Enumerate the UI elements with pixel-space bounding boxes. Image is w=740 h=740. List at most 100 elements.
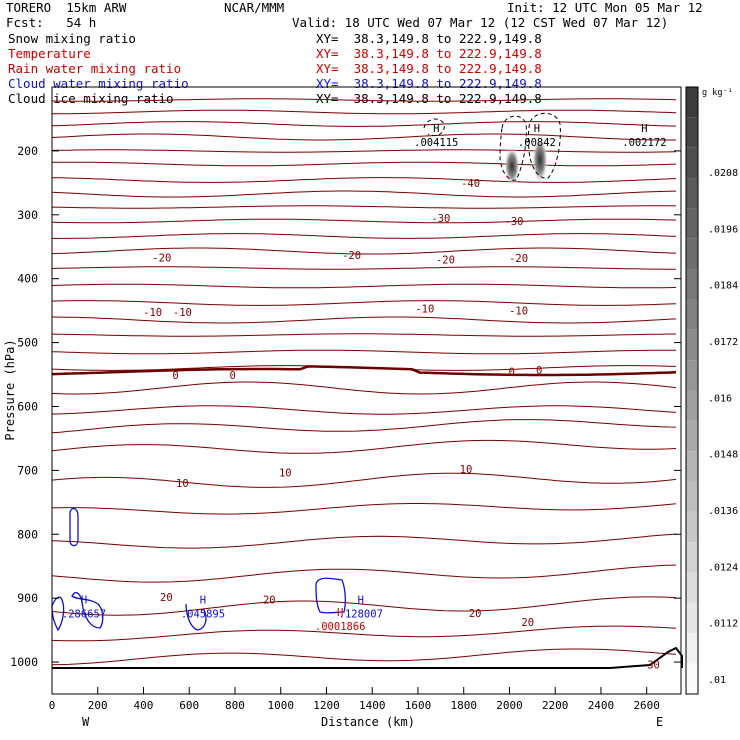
model-title: TORERO 15km ARW [6,0,127,15]
y-tick-label: 400 [17,272,38,286]
colorbar-tick-label: .0112 [708,619,738,630]
x-tick-label: 1600 [405,699,432,712]
temperature-contour-labels: -40 -30 -30 -20 -20 -20 -20 -10 -10 -10 -10 0 0 0 0 10 1… [143,178,660,672]
colorbar-tick-label: .0148 [708,450,738,461]
maximum-value: .002172 [622,137,666,149]
temperature-label: -10 [173,307,192,319]
isotherm-line [51,381,677,395]
x-tick-label: 1800 [450,699,477,712]
isotherm-line [51,596,677,616]
cloud-water-contours [51,507,346,632]
field-xy-cloud-ice: XY= 38.3,149.8 to 222.9,149.8 [316,91,542,106]
colorbar-swatch [686,269,698,300]
isotherm-line [51,205,677,209]
y-axis-title: Pressure (hPa) [3,339,17,440]
colorbar-swatch [686,208,698,239]
maximum-marker: H [641,123,647,135]
colorbar-frame [685,86,699,695]
isotherm-line [52,233,677,239]
colorbar-tick-label: .0136 [708,506,738,517]
temperature-label: -30 [505,216,524,228]
maximum-marker: H [358,595,364,607]
temperature-label: 10 [460,464,473,476]
x-tick-label: 1000 [267,699,294,712]
forecast-hour: Fcst: 54 h [6,15,97,30]
colorbar-swatch [686,117,698,148]
colorbar-swatch [686,390,698,421]
cloud-water-contour-600km [185,603,207,631]
isotherm-line [51,218,677,224]
temperature-label: -30 [431,213,450,225]
colorbar-swatch [686,511,698,543]
isotherm-line [51,419,677,434]
east-end-label: E [656,715,663,729]
temperature-label: -20 [509,253,528,265]
temperature-label: -10 [509,306,528,318]
isotherm-line [51,149,677,153]
temperature-label: -20 [152,253,171,265]
maximum-value: .00842 [518,137,556,149]
temperature-label: 0 [172,370,178,382]
x-tick-label: 0 [49,699,56,712]
maximum-value: .045895 [181,609,225,621]
colorbar-swatch [686,572,698,603]
isotherm-line [51,266,676,270]
colorbar: .0208 .0196 .0184 .0172 .016 .0148 .0136 .0124.… [685,86,738,695]
cloud-ice-contour-west [423,118,445,137]
isotherm-line [51,349,676,355]
plot-frame [51,86,682,695]
x-tick-label: 1200 [313,699,340,712]
isotherm-line [51,247,677,255]
field-xy-snow: XY= 38.3,149.8 to 222.9,149.8 [316,31,542,46]
colorbar-swatch [686,329,698,361]
maximum-marker: H [534,123,540,135]
temperature-label: 30 [647,660,660,672]
isotherm-line [51,98,677,102]
init-time: Init: 12 UTC Mon 05 Mar 12 [507,0,703,15]
isotherm-line [51,133,676,141]
snow-core-west [504,146,520,186]
isotherm-line [51,316,677,324]
cloud-ice-contours [423,112,561,181]
isotherm-line [51,333,676,337]
isotherm-line [51,283,677,289]
colorbar-swatch [686,178,698,209]
temperature-label: -20 [436,255,455,267]
y-tick-label: 300 [17,208,38,222]
isotherm-line [51,190,677,198]
field-name-snow: Snow mixing ratio [8,31,136,46]
colorbar-swatch [686,360,698,391]
field-xy-rain: XY= 38.3,149.8 to 222.9,149.8 [316,61,542,76]
field-name-temperature: Temperature [8,46,91,61]
temperature-isotherms [51,98,677,666]
cloud-ice-contour-east [527,112,561,179]
y-tick-label: 500 [17,336,38,350]
colorbar-swatch [686,238,698,270]
cloud-water-contour-west-2 [71,591,104,629]
cloud-water-contour-1300km [315,577,346,614]
field-name-rain: Rain water mixing ratio [8,61,182,76]
temperature-label: 0 [536,365,542,377]
temperature-label: 10 [176,478,189,490]
maximum-value: .286657 [62,609,106,621]
isotherm-line [51,121,677,127]
colorbar-swatch [686,602,698,634]
temperature-label: 20 [521,617,534,629]
isotherm-line [51,405,677,415]
maximum-value: .004115 [414,137,458,149]
y-tick-label: 200 [17,144,38,158]
maximum-value: .0001866 [315,621,366,633]
freezing-level-isotherm [51,365,677,377]
x-axis-title: Distance (km) [321,715,415,729]
colorbar-swatch [686,87,698,118]
terrain-surface [52,646,683,669]
temperature-label: -10 [143,307,162,319]
temperature-label: 0 [230,370,236,382]
field-maxima-labels: H .004115 H .00842 H .002172 H .286657 H .045895 H… [62,123,667,633]
isotherm-line [51,625,677,642]
isotherm-line [51,648,677,666]
isotherm-line [51,472,677,488]
x-tick-label: 200 [88,699,108,712]
colorbar-swatch [686,299,698,330]
